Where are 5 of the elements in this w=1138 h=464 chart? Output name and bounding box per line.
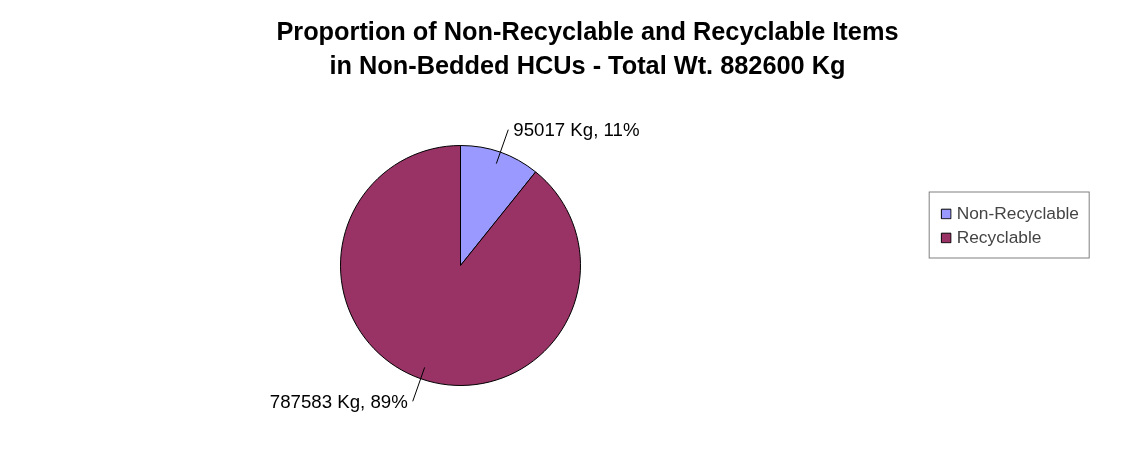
chart-title: Proportion of Non-Recyclable and Recyclable Items in Non-Bedded HCUs - Total Wt. 882600 Kg	[276, 16, 899, 79]
legend-label: Recyclable	[956, 226, 1042, 248]
data-label: 95017 Kg, 11%	[513, 119, 640, 141]
legend-label: Non-Recyclable	[956, 202, 1079, 224]
data-label: 787583 Kg, 89%	[269, 390, 408, 412]
